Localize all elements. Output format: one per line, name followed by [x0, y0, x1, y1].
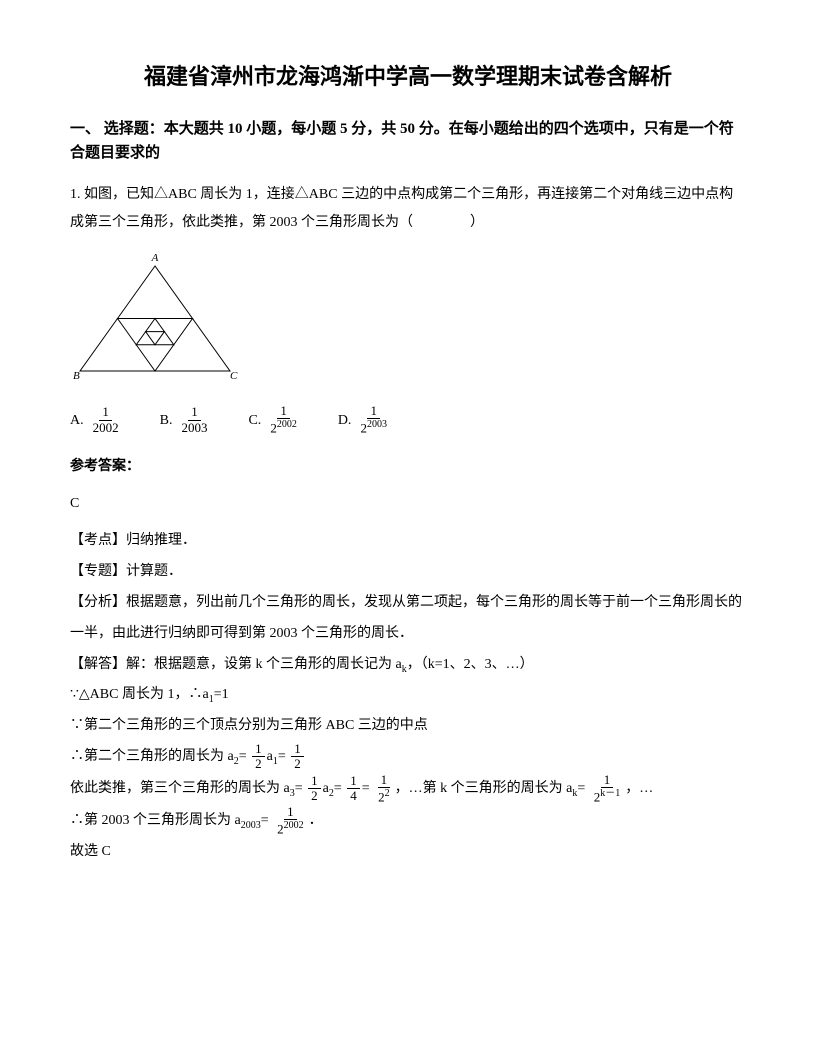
frac-half-3: 1 2	[308, 774, 321, 804]
option-c: C. 1 22002	[248, 404, 301, 436]
option-d-frac: 1 22003	[357, 404, 390, 436]
answer-letter: C	[70, 491, 746, 516]
question-text: 如图，已知△ABC 周长为 1，连接△ABC 三边的中点构成第二个三角形，再连接…	[70, 187, 733, 230]
line5-a: ∴第 2003 个三角形周长为 a	[70, 813, 241, 828]
line3-b: =	[239, 749, 247, 764]
frac-quarter: 1 4	[347, 774, 360, 804]
option-b-frac: 1 2003	[178, 405, 210, 435]
vertex-b-label: B	[73, 370, 80, 381]
jieda-label: 【解答】	[70, 657, 126, 672]
frac-half-2: 1 2	[291, 742, 304, 772]
kaodian-label: 【考点】	[70, 533, 126, 548]
line4-b: =	[295, 781, 303, 796]
question-paren: ）	[470, 215, 484, 230]
option-c-label: C.	[248, 408, 261, 433]
line4-e: =	[362, 781, 370, 796]
line4-g: =	[577, 781, 585, 796]
option-d: D. 1 22003	[338, 404, 392, 436]
section-header: 一、 选择题：本大题共 10 小题，每小题 5 分，共 50 分。在每小题给出的…	[70, 117, 746, 165]
option-d-label: D.	[338, 408, 352, 433]
option-a-label: A.	[70, 408, 84, 433]
triangle-figure: A B C	[70, 251, 746, 390]
kaodian-text: 归纳推理．	[126, 533, 196, 548]
vertex-a-label: A	[151, 252, 159, 264]
option-a-frac: 1 2002	[90, 405, 122, 435]
solution-line-1: ∵△ABC 周长为 1，∴a1=1	[70, 680, 746, 711]
line4-a: 依此类推，第三个三角形的周长为 a	[70, 781, 290, 796]
solution-line-3: ∴第二个三角形的周长为 a2= 1 2 a1= 1 2	[70, 742, 746, 773]
fenxi-label: 【分析】	[70, 595, 126, 610]
line4-h: ，…	[625, 781, 653, 796]
vertex-c-label: C	[230, 370, 238, 381]
line3-a: ∴第二个三角形的周长为 a	[70, 749, 234, 764]
fenxi-line: 【分析】根据题意，列出前几个三角形的周长，发现从第二项起，每个三角形的周长等于前…	[70, 588, 746, 650]
solution-line-2: ∵第二个三角形的三个顶点分别为三角形 ABC 三边的中点	[70, 711, 746, 742]
option-a: A. 1 2002	[70, 405, 124, 435]
line4-d: =	[334, 781, 342, 796]
frac-two-sq: 1 22	[375, 773, 393, 805]
question-number: 1.	[70, 187, 81, 202]
option-b: B. 1 2003	[160, 405, 213, 435]
jieda-intro2: ，（k=1、2、3、…）	[407, 657, 534, 672]
line3-d: =	[278, 749, 286, 764]
page-title: 福建省漳州市龙海鸿渐中学高一数学理期末试卷含解析	[70, 60, 746, 93]
zhuanti-text: 计算题．	[126, 564, 182, 579]
line1-a: ∵△ABC 周长为 1，∴a	[70, 687, 209, 702]
kaodian-line: 【考点】归纳推理．	[70, 526, 746, 557]
question-1: 1. 如图，已知△ABC 周长为 1，连接△ABC 三边的中点构成第二个三角形，…	[70, 181, 746, 237]
fenxi-text: 根据题意，列出前几个三角形的周长，发现从第二项起，每个三角形的周长等于前一个三角…	[70, 595, 742, 641]
zhuanti-label: 【专题】	[70, 564, 126, 579]
solution-line-5: ∴第 2003 个三角形周长为 a2003= 1 22002 ．	[70, 805, 746, 837]
frac-two-k1: 1 2k－1	[591, 773, 624, 805]
options-row: A. 1 2002 B. 1 2003 C. 1 22002 D. 1 2200…	[70, 404, 746, 436]
jieda-line: 【解答】解：根据题意，设第 k 个三角形的周长记为 ak，（k=1、2、3、…）	[70, 650, 746, 681]
line1-b: =1	[214, 687, 229, 702]
answer-label: 参考答案：	[70, 454, 746, 479]
line5-c: ．	[309, 813, 323, 828]
sub-2003: 2003	[241, 820, 261, 831]
line4-f: ，…第 k 个三角形的周长为 a	[395, 781, 573, 796]
jieda-intro: 解：根据题意，设第 k 个三角形的周长记为 a	[126, 657, 402, 672]
zhuanti-line: 【专题】计算题．	[70, 557, 746, 588]
option-c-frac: 1 22002	[267, 404, 300, 436]
guxuan-line: 故选 C	[70, 837, 746, 868]
line5-b: =	[261, 813, 269, 828]
solution-line-4: 依此类推，第三个三角形的周长为 a3= 1 2 a2= 1 4 = 1 22 ，…	[70, 773, 746, 805]
frac-two-2002: 1 22002	[274, 805, 307, 837]
frac-half-1: 1 2	[252, 742, 265, 772]
option-b-label: B.	[160, 408, 173, 433]
